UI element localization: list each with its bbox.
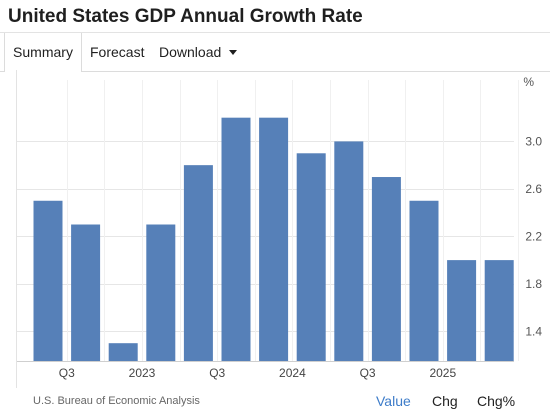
bar-10 — [409, 200, 439, 361]
source-credit: U.S. Bureau of Economic Analysis — [33, 395, 200, 407]
chg-button[interactable]: Chg — [432, 393, 458, 409]
bar-8 — [334, 141, 364, 361]
y-tick-label-2: 2.2 — [525, 229, 542, 243]
chart-area: 1.4 1.8 2.2 2.6 3.0% Q3 2023 Q3 2024 Q3 2025 — [16, 70, 550, 388]
y-tick-label-1: 1.8 — [525, 277, 542, 291]
tab-summary[interactable]: Summary — [4, 33, 82, 72]
bar-4 — [183, 165, 213, 361]
x-tick-label-9: Q3 — [360, 366, 376, 380]
value-button[interactable]: Value — [376, 393, 411, 409]
bar-5 — [221, 117, 251, 361]
chart-footer: U.S. Bureau of Economic Analysis Value C… — [0, 390, 550, 417]
page-title: United States GDP Annual Growth Rate — [8, 6, 363, 27]
tab-download-label: Download — [159, 44, 222, 60]
bar-7 — [296, 153, 326, 361]
bar-3 — [146, 224, 176, 361]
x-tick-label-3: 2023 — [129, 366, 156, 380]
x-tick-label-7: 2024 — [279, 366, 306, 380]
bar-2 — [108, 343, 138, 361]
bar-0 — [33, 200, 63, 361]
bar-9 — [371, 177, 401, 361]
chg-percent-button[interactable]: Chg% — [477, 393, 516, 409]
y-tick-label-4: 3.0 — [525, 134, 542, 148]
caret-down-icon — [229, 50, 238, 55]
bar-6 — [259, 117, 289, 361]
x-tick-label-11: 2025 — [429, 366, 456, 380]
y-tick-label-3: 2.6 — [525, 182, 542, 196]
tab-download[interactable]: Download — [159, 33, 238, 71]
y-tick-label-0: 1.4 — [525, 324, 542, 338]
bar-12 — [484, 260, 514, 361]
tab-forecast[interactable]: Forecast — [90, 44, 145, 60]
bar-chart: 1.4 1.8 2.2 2.6 3.0% Q3 2023 Q3 2024 Q3 2025 — [17, 75, 542, 380]
tab-bar: Summary Forecast Download — [0, 32, 550, 72]
bar-1 — [71, 224, 101, 361]
x-tick-label-5: Q3 — [209, 366, 225, 380]
bar-11 — [447, 260, 477, 361]
x-tick-label-1: Q3 — [59, 366, 75, 380]
y-unit-label: % — [523, 75, 534, 89]
